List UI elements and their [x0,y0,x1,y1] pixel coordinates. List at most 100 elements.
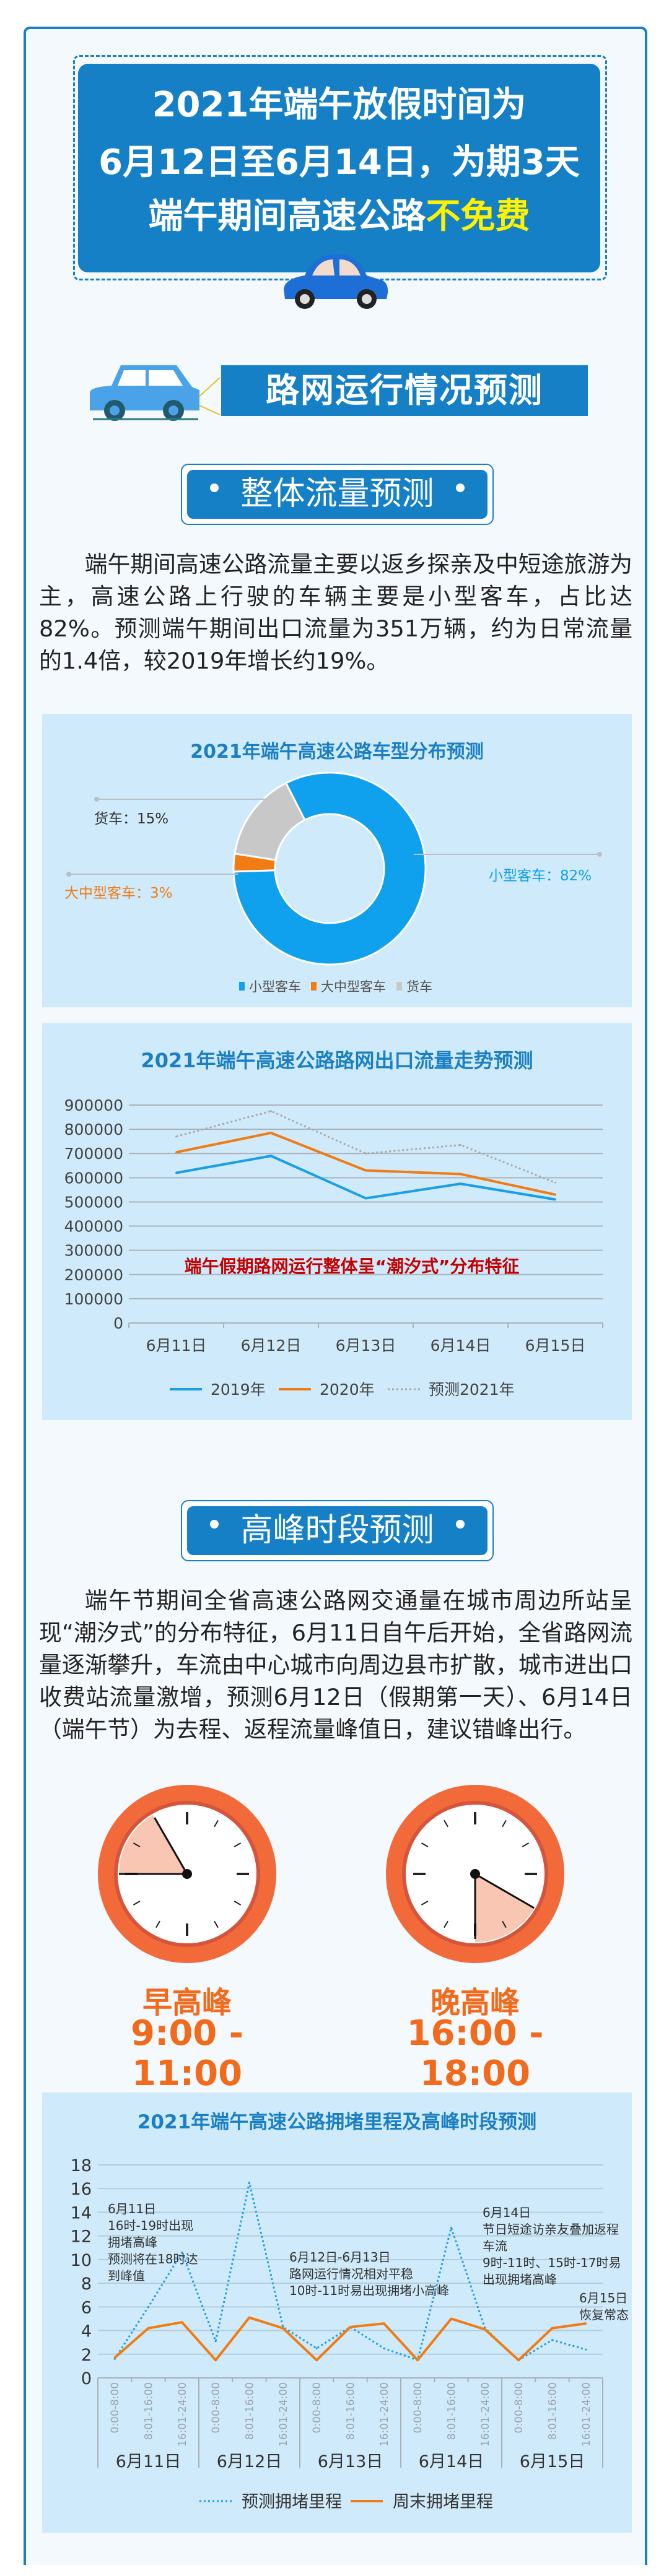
section-title-label: 高峰时段预测 [187,1506,488,1555]
x-day-label: 6月11日 [116,2452,181,2471]
x-day-label: 6月14日 [419,2452,484,2471]
data-point [383,2322,385,2325]
data-point [113,2357,116,2359]
data-point [175,1151,177,1153]
x-slot-label: 16:01-24:00 [580,2382,593,2447]
y-tick-label: 100000 [64,1290,123,1308]
data-point [181,2251,183,2253]
clock-tick [234,1842,242,1847]
congestion-chart-card: 2021年端午高速公路拥堵里程及高峰时段预测 [42,2092,632,2533]
x-tick-label: 6月14日 [431,1337,491,1355]
data-point [270,1155,272,1157]
legend-label: 预测拥堵里程 [242,2492,342,2512]
y-tick-label: 900000 [64,1096,123,1114]
clock-tick [444,1819,448,1828]
y-tick-label: 800000 [64,1121,123,1138]
dot-icon [210,484,219,492]
data-point [460,1182,461,1185]
dot-icon [456,1520,465,1529]
data-point [147,2327,149,2330]
x-slot-label: 16:01-24:00 [378,2382,391,2447]
clock-pin [470,1869,480,1879]
data-point [175,1172,177,1174]
data-point [517,2359,520,2361]
chart-annotation: 6月11日 16时-19时出现 拥堵高峰 预测将在18时达 到峰值 [108,2201,198,2283]
y-tick-label: 0 [81,2369,92,2388]
data-point [551,2339,553,2341]
pie-slice [232,771,427,966]
dot-icon [456,484,465,492]
y-tick-label: 16 [71,2180,92,2199]
data-point [416,2359,419,2361]
x-slot-label: 8:01-16:00 [345,2382,357,2440]
chart-annotation: 6月14日 节日短途访亲友叠加返程 车流 9时-11时、15时-17时易 出现拥… [483,2205,621,2287]
y-tick-label: 300000 [64,1242,123,1260]
banner-line-3-text: 端午期间高速公路 [148,196,426,236]
y-tick-label: 600000 [64,1169,123,1187]
x-slot-label: 0:00-8:00 [412,2382,424,2434]
data-label: 货车：15% [94,811,168,827]
y-tick-label: 6 [81,2298,92,2317]
y-tick-label: 12 [71,2227,92,2247]
data-point [248,2182,250,2184]
data-point [315,2359,318,2361]
clock-tick [214,1920,219,1928]
x-slot-label: 8:01-16:00 [446,2382,458,2440]
x-slot-label: 0:00-8:00 [109,2382,121,2434]
x-tick-label: 6月12日 [241,1337,302,1355]
data-point [460,1144,461,1147]
data-point [585,2322,587,2325]
data-point [383,2347,385,2349]
morning-peak-label: 早高峰 [142,1985,232,2020]
evening-peak-time: 16:00 - 18:00 [406,2013,544,2094]
y-tick-label: 10 [71,2251,92,2270]
x-tick-label: 6月13日 [336,1337,396,1355]
y-tick-label: 0 [113,1314,123,1332]
morning-peak-time: 9:00 - 11:00 [130,2013,244,2094]
legend-label: 小型客车 [249,979,301,994]
car-icon [284,254,388,309]
clock-icon [386,1785,564,1963]
dot-icon [210,1520,219,1529]
y-tick-label: 8 [81,2275,92,2294]
clock-tick [214,1819,219,1828]
x-tick-label: 6月15日 [525,1337,586,1355]
data-point [147,2305,149,2308]
x-slot-label: 16:01-24:00 [479,2382,492,2447]
clock-tick [155,1920,160,1928]
legend-label: 周末拥堵里程 [393,2492,493,2512]
banner-line-2: 6月12日至6月14日，为期3天 [98,142,580,183]
holiday-banner: 2021年端午放假时间为 6月12日至6月14日，为期3天 端午期间高速公路不免… [78,64,600,272]
clock-tick [421,1901,429,1906]
clock-icon [98,1785,276,1963]
clock-tick [502,1920,507,1928]
legend-label: 2020年 [320,1381,375,1399]
banner-highlight: 不免费 [426,196,530,236]
y-tick-label: 200000 [64,1266,123,1284]
chart-title: 2021年端午高速公路路网出口流量走势预测 [141,1049,533,1072]
section-header-road-network: 路网运行情况预测 [221,365,588,416]
y-tick-label: 14 [71,2203,92,2223]
data-point [270,1110,272,1112]
chart-title: 2021年端午高速公路拥堵里程及高峰时段预测 [137,2111,537,2133]
x-slot-label: 0:00-8:00 [311,2382,323,2434]
x-slot-label: 8:01-16:00 [547,2382,559,2440]
chart-annotation: 6月12日-6月13日 路网运行情况相对平稳 10时-11时易出现拥堵小高峰 [289,2250,450,2298]
data-point [349,2326,351,2328]
clock-tick [522,1842,530,1847]
y-tick-label: 18 [71,2156,92,2175]
data-point [315,2347,318,2349]
y-tick-label: 500000 [64,1193,123,1211]
y-tick-label: 4 [81,2322,92,2341]
data-point [554,1181,556,1184]
pie-slice [234,781,307,861]
leader-dot [597,852,602,857]
data-point [214,2340,217,2343]
data-point [248,2317,250,2319]
series-line [113,2182,587,2361]
y-tick-label: 2 [81,2346,92,2365]
